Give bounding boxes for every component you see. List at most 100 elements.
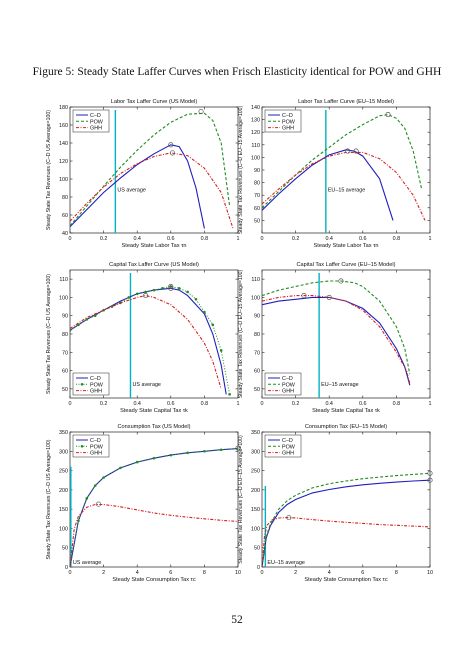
page-number: 52: [231, 614, 243, 626]
peak-marker: [353, 148, 359, 154]
series-point-pow: [169, 285, 173, 288]
x-tick-label: 0.8: [201, 401, 209, 407]
y-tick-label: 100: [59, 177, 68, 183]
peak-marker: [427, 477, 433, 483]
series-point-pow: [70, 329, 72, 332]
peak-marker: [338, 278, 344, 284]
x-tick-label: 0.4: [133, 236, 141, 242]
y-tick-label: 350: [59, 430, 68, 436]
x-tick-label: 6: [361, 570, 364, 576]
chart-panel: Labor Tax Laffer Curve (US Model) 0 0.2 0.4…: [46, 99, 240, 249]
series-point-pow: [93, 314, 97, 318]
peak-marker: [168, 142, 174, 148]
series-point-pow: [77, 519, 80, 523]
series-point-pow: [77, 323, 80, 327]
legend-label: C–D: [282, 376, 293, 382]
series-point-pow: [135, 292, 139, 296]
y-tick-label: 80: [62, 195, 68, 201]
y-tick-label: 140: [251, 105, 260, 111]
y-tick-label: 110: [251, 277, 260, 283]
legend-label: C–D: [282, 113, 293, 119]
chart-panel: Capital Tax Laffer Curve (US Model) 0 0.2 0…: [46, 262, 240, 414]
x-tick-label: 0.6: [167, 236, 175, 242]
y-tick-label: 60: [254, 369, 260, 375]
x-tick-label: 0.8: [393, 401, 401, 407]
series-line-ghh: [262, 295, 411, 384]
x-tick-label: 0.2: [292, 401, 300, 407]
y-tick-label: 60: [62, 213, 68, 219]
y-tick-label: 350: [251, 430, 260, 436]
y-tick-label: 90: [254, 314, 260, 320]
series-point-pow: [127, 296, 131, 299]
x-tick-label: 0.2: [100, 236, 108, 242]
legend-label: C–D: [282, 438, 293, 444]
series-point-pow: [177, 286, 181, 290]
series-point-pow: [203, 449, 206, 453]
series-point-pow: [219, 349, 223, 352]
x-tick-label: 0.2: [292, 236, 300, 242]
y-axis-label: Steady State Tax Revenues (C–D US Averag…: [46, 274, 52, 394]
y-tick-label: 40: [62, 231, 68, 237]
series-line-ghh: [70, 152, 234, 229]
y-tick-label: 150: [251, 507, 260, 513]
peak-marker: [168, 283, 174, 290]
x-tick-label: 8: [395, 570, 398, 576]
legend-label: POW: [282, 382, 296, 388]
x-tick-label: 0.8: [201, 236, 209, 242]
x-tick-label: 0: [261, 401, 264, 407]
x-tick-label: 0.6: [359, 236, 367, 242]
x-tick-label: 0.8: [393, 236, 401, 242]
y-tick-label: 90: [62, 314, 68, 320]
series-point-pow: [85, 318, 89, 321]
y-tick-label: 100: [251, 295, 260, 301]
legend-label: GHH: [90, 126, 102, 132]
x-axis-label: Steady State Capital Tax τk: [312, 408, 380, 414]
peak-marker: [301, 293, 307, 299]
y-tick-label: 120: [251, 130, 260, 136]
x-tick-label: 6: [169, 570, 172, 576]
legend-label: POW: [282, 444, 296, 450]
y-tick-label: 150: [59, 507, 68, 513]
x-axis-label: Steady State Capital Tax τk: [120, 408, 188, 414]
plot-frame: [69, 106, 239, 234]
y-tick-label: 100: [59, 526, 68, 532]
series-line-cd: [70, 144, 205, 229]
x-axis-label: Steady State Labor Tax τn: [314, 243, 379, 249]
chart-title: Labor Tax Laffer Curve (EU–15 Model): [298, 99, 394, 105]
y-axis-label: Steady State Tax Revenues (C–D EU–15 Ave…: [238, 269, 244, 398]
series-line-pow: [70, 448, 238, 567]
x-axis-label: Steady State Labor Tax τn: [122, 243, 187, 249]
peak-marker: [385, 112, 391, 118]
legend-label: GHH: [90, 389, 102, 395]
series-point-pow: [85, 497, 89, 500]
chart-panel: Capital Tax Laffer Curve (EU–15 Model) 0 0…: [238, 262, 432, 414]
y-tick-label: 50: [62, 387, 68, 393]
y-axis-label: Steady State Tax Revenues (C–D US Averag…: [46, 110, 52, 230]
legend-label: POW: [90, 382, 104, 388]
x-tick-label: 0.4: [325, 236, 333, 242]
series-point-pow: [211, 323, 215, 327]
series-point-pow: [186, 290, 189, 294]
y-tick-label: 140: [59, 141, 68, 147]
legend-label: GHH: [282, 451, 294, 457]
series-point-pow: [144, 290, 147, 294]
y-tick-label: 60: [62, 369, 68, 375]
legend-swatch-marker: [80, 445, 84, 448]
y-tick-label: 120: [59, 159, 68, 165]
x-tick-label: 4: [328, 570, 331, 576]
y-tick-label: 60: [254, 206, 260, 212]
peak-marker: [345, 148, 351, 154]
plot-frame: [261, 431, 431, 568]
legend-label: POW: [90, 119, 104, 125]
series-line-cd: [70, 448, 238, 567]
average-marker-label: US average: [132, 382, 160, 388]
y-tick-label: 180: [59, 105, 68, 111]
x-tick-label: 1: [429, 401, 432, 407]
chart-title: Capital Tax Laffer Curve (US Model): [109, 262, 199, 268]
x-tick-label: 8: [203, 570, 206, 576]
chart-title: Capital Tax Laffer Curve (EU–15 Model): [297, 262, 396, 268]
